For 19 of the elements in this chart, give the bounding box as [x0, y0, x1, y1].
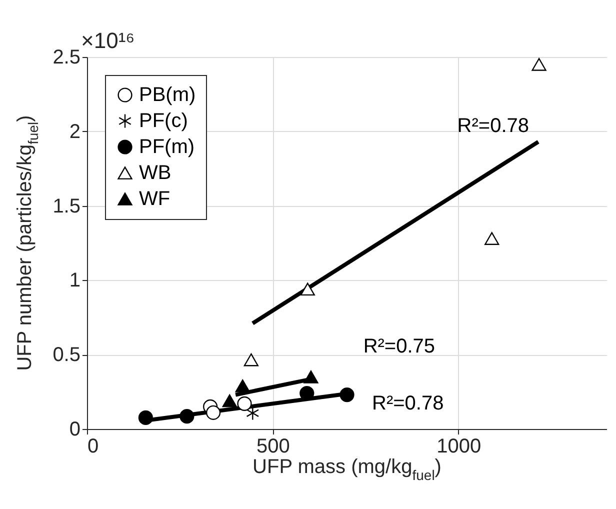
y-tick-label: 2: [69, 120, 80, 143]
annotation: R²=0.78: [457, 114, 530, 137]
legend-label: WF: [139, 188, 170, 210]
x-tick-label: 500: [256, 436, 290, 458]
legend-label: WB: [139, 162, 172, 184]
text: ×10¹⁶: [81, 28, 135, 53]
legend-label: PB(m): [139, 84, 196, 106]
legend-label: PF(c): [139, 110, 188, 132]
x-tick-label: 0: [88, 436, 99, 458]
y-tick-label: 1: [69, 270, 80, 292]
y-axis-title: UFP number (particles/kgfuel): [14, 115, 41, 371]
x-tick-label: 1000: [436, 436, 482, 458]
y-tick-label: 0.5: [52, 344, 80, 366]
annotation: R²=0.78: [372, 392, 444, 415]
legend-label: PF(m): [139, 136, 195, 158]
y-tick-label: 0: [69, 418, 80, 440]
annotation: R²=0.75: [363, 335, 436, 358]
y-tick-label: 1.5: [52, 195, 80, 218]
y-tick-label: 2.5: [52, 46, 80, 68]
